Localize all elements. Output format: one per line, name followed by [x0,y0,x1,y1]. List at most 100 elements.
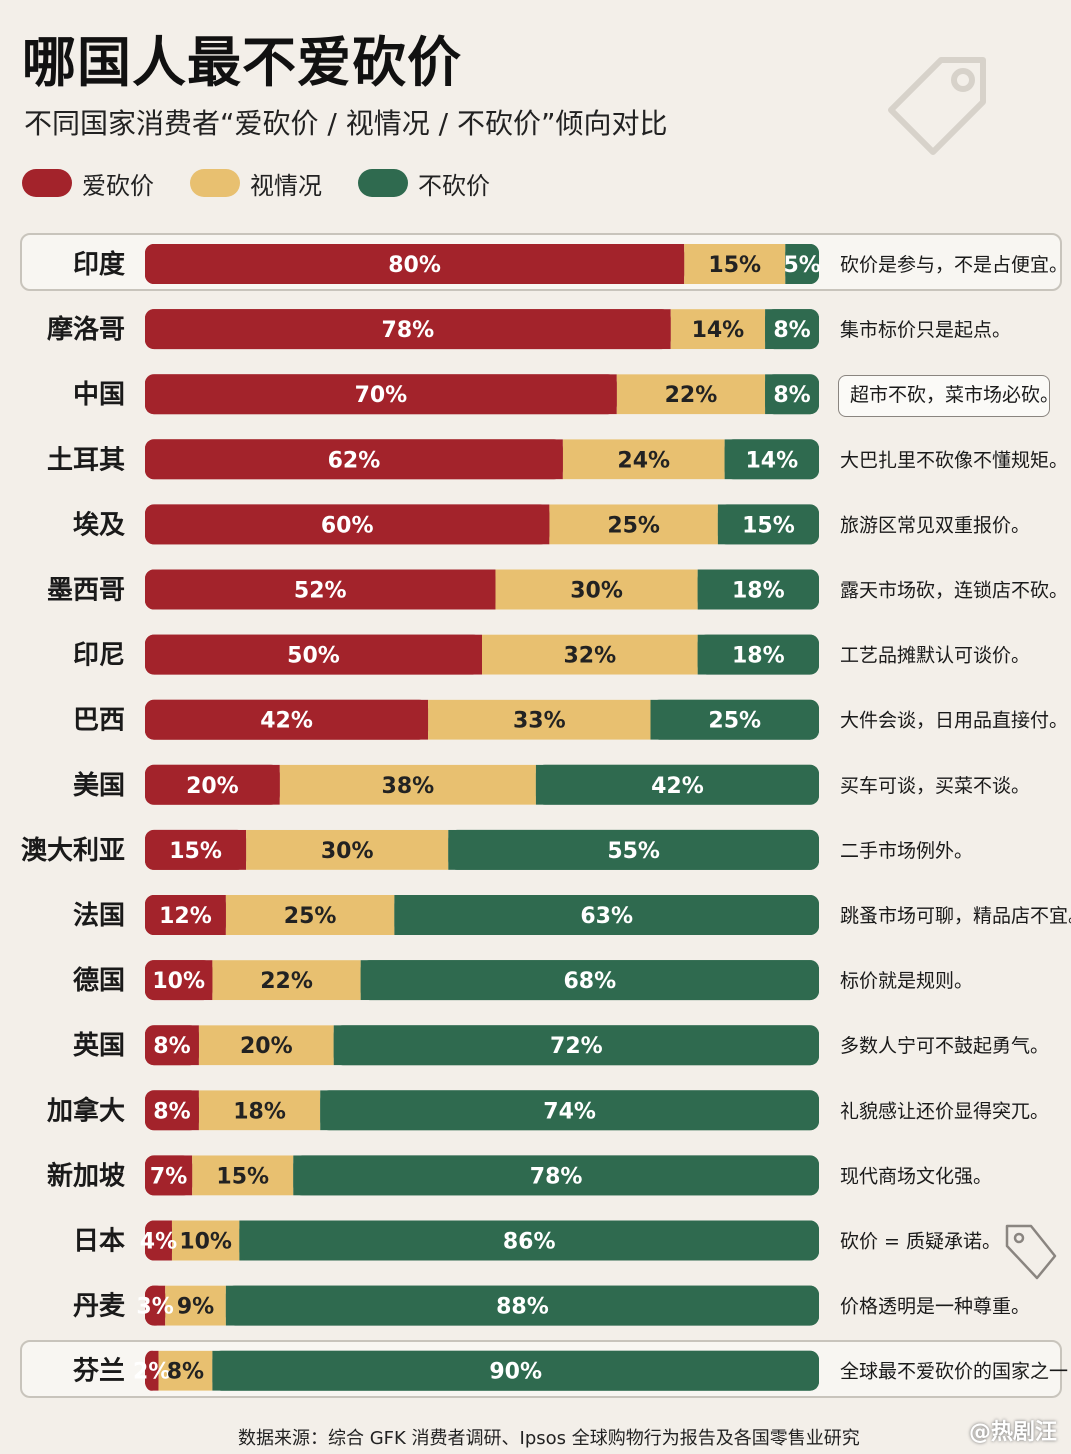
bar-segment-depends [198,1090,321,1131]
bar-value-label-no-bargain: 72% [550,1034,603,1059]
row-note: 超市不砍，菜市场必砍。 [850,384,1059,406]
bar-value-label-no-bargain: 90% [489,1360,542,1385]
bar-value-label-depends: 38% [382,774,435,799]
bar-segment-cap-no-bargain [394,895,819,935]
bar-segment-depends [192,1155,294,1196]
callout-box-china [838,375,1050,417]
bar-segment-cap-no-bargain [293,1155,819,1196]
bar-value-label-no-bargain: 63% [580,904,633,929]
bar-segment-depends [212,960,361,1001]
bar-value-label-depends: 30% [570,579,623,604]
bar-segment-cap-no-bargain [212,1350,819,1391]
bar-value-label-bargain: 42% [260,709,313,734]
data-source: 数据来源：综合 GFK 消费者调研、Ipsos 全球购物行为报告及各国零售业研究 [238,1428,860,1449]
bar-value-label-depends: 14% [692,318,745,343]
bar-segment-cap-no-bargain [785,244,819,284]
bar-value-label-depends: 15% [708,253,761,278]
country-label: 埃及 [73,510,125,540]
bar-value-label-depends: 22% [260,969,313,994]
row-note: 跳蚤市场可聊，精品店不宜。 [840,905,1071,927]
bar-segment-cap-bargain [145,569,496,610]
bar-segment-cap-bargain [145,895,226,935]
country-label: 新加坡 [47,1160,125,1191]
bar-segment-cap-bargain [145,1220,172,1261]
row-note: 大巴扎里不砍像不懂规矩。 [840,449,1068,471]
bar-value-label-depends: 22% [665,383,718,408]
bar-value-label-bargain: 60% [321,513,374,538]
row-note: 大件会谈，日用品直接付。 [840,710,1068,732]
bar-segment-depends [684,244,786,284]
country-label: 澳大利亚 [21,836,125,866]
bar-value-label-no-bargain: 25% [708,709,761,734]
bar-segment-cap-no-bargain [333,1025,819,1066]
row-note: 礼貌感让还价显得突兀。 [840,1100,1049,1122]
country-label: 日本 [73,1227,125,1257]
row-note: 价格透明是一种尊重。 [840,1296,1030,1318]
row-note: 标价就是规则。 [840,970,973,992]
bar-value-label-depends: 9% [177,1295,214,1320]
row-note: 砍价 = 质疑承诺。 [840,1231,1001,1253]
bar-value-label-no-bargain: 55% [607,839,660,864]
bar-segment-cap-bargain [145,960,213,1001]
bar-segment-depends [171,1220,240,1261]
bar-value-label-no-bargain: 18% [732,579,785,604]
bar-segment-cap-bargain [145,374,617,415]
bar-value-label-depends: 32% [564,644,617,669]
row-note: 多数人宁可不鼓起勇气。 [840,1035,1049,1057]
bar-value-label-no-bargain: 68% [564,969,617,994]
row-note: 现代商场文化强。 [840,1165,992,1187]
country-label: 中国 [73,380,125,410]
bar-value-label-no-bargain: 42% [651,774,704,799]
country-label: 德国 [73,966,125,996]
row-note: 买车可谈，买菜不谈。 [840,775,1030,797]
row-note: 工艺品摊默认可谈价。 [840,645,1030,667]
bar-segment-cap-no-bargain [765,309,819,350]
bar-segment-depends [279,764,536,805]
country-label: 摩洛哥 [47,314,125,345]
bar-value-label-bargain: 20% [186,774,239,799]
bar-value-label-depends: 18% [233,1099,286,1124]
country-label: 巴西 [73,706,125,736]
bar-value-label-bargain: 78% [382,318,435,343]
bar-segment-cap-no-bargain [535,764,819,805]
bar-segment-cap-bargain [145,244,685,284]
legend-label-depends: 视情况 [250,171,322,200]
legend-swatch-depends [190,169,240,197]
bar-segment-cap-bargain [145,1155,193,1196]
bar-value-label-no-bargain: 15% [742,513,795,538]
price-tag-icon [888,57,986,155]
bar-segment-depends [165,1285,226,1326]
bar-value-label-bargain: 62% [328,448,381,473]
bar-value-label-no-bargain: 14% [745,448,798,473]
legend-swatch-bargain [22,169,72,197]
legend-label-bargain: 爱砍价 [82,171,154,200]
legend-item-bargain: 爱砍价 [22,166,154,201]
page-title: 哪国人最不爱砍价 [22,31,462,94]
row-note: 露天市场砍，连锁店不砍。 [840,580,1068,602]
bar-value-label-bargain: 7% [150,1164,187,1189]
bar-value-label-no-bargain: 74% [543,1099,596,1124]
bar-value-label-bargain: 2% [133,1360,170,1385]
country-label: 加拿大 [47,1095,125,1126]
bar-value-label-bargain: 3% [136,1295,173,1320]
country-label: 芬兰 [73,1357,125,1387]
bar-value-label-depends: 25% [284,904,337,929]
bar-value-label-depends: 24% [617,448,670,473]
legend-swatch-no-bargain [358,169,408,197]
bar-segment-cap-bargain [145,439,563,480]
bar-value-label-bargain: 50% [287,644,340,669]
bar-segment-cap-no-bargain [239,1220,820,1261]
row-note: 旅游区常见双重报价。 [840,514,1030,536]
bar-segment-cap-bargain [145,309,671,350]
bar-segment-cap-bargain [145,1285,166,1326]
legend: 爱砍价 视情况 不砍价 [22,166,526,200]
bar-segment-cap-no-bargain [697,634,819,675]
bar-segment-cap-bargain [145,634,482,675]
bar-segment-cap-bargain [145,829,247,870]
bar-value-label-depends: 25% [607,513,660,538]
bar-segment-cap-bargain [145,1090,199,1131]
bar-segment-cap-no-bargain [360,960,819,1001]
page-subtitle: 不同国家消费者“爱砍价 / 视情况 / 不砍价”倾向对比 [24,107,668,140]
country-label: 土耳其 [47,445,125,475]
